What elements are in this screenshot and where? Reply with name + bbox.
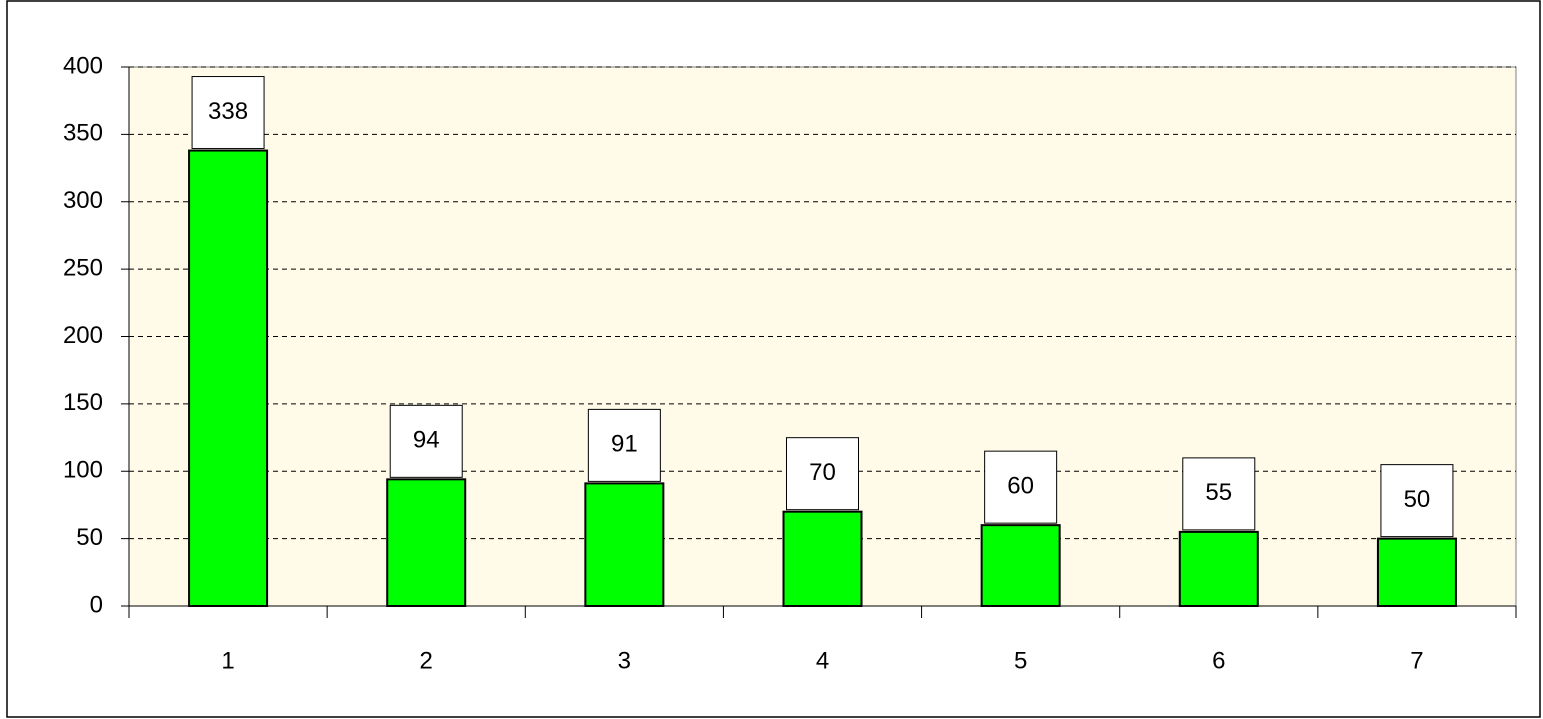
- y-tick-label: 100: [63, 457, 103, 484]
- data-label: 94: [413, 427, 440, 454]
- x-tick-label: 6: [1212, 647, 1225, 674]
- data-label-box: [1182, 457, 1256, 531]
- data-label-box: [786, 437, 859, 511]
- y-tick-label: 300: [63, 187, 103, 214]
- x-tick-label: 1: [221, 647, 234, 674]
- y-tick-label: 250: [63, 254, 103, 281]
- bar: [980, 524, 1061, 608]
- data-label-box: [1380, 464, 1454, 538]
- x-tick-label: 3: [618, 647, 631, 674]
- data-label: 50: [1404, 486, 1431, 513]
- data-label: 60: [1007, 472, 1034, 499]
- bar: [188, 149, 269, 607]
- data-label: 55: [1205, 479, 1232, 506]
- x-tick-label: 4: [816, 647, 829, 674]
- data-label: 70: [809, 459, 836, 486]
- data-label-box: [191, 76, 265, 150]
- data-label-box: [587, 408, 661, 482]
- data-label-box: [984, 450, 1058, 524]
- data-label-box: [389, 404, 463, 478]
- y-tick-label: 400: [63, 52, 103, 79]
- x-tick-label: 2: [420, 647, 433, 674]
- bar: [782, 510, 863, 607]
- data-label: 91: [611, 431, 638, 458]
- y-tick-label: 350: [63, 120, 103, 147]
- y-tick-label: 200: [63, 322, 103, 349]
- x-tick-label: 7: [1410, 647, 1423, 674]
- y-tick-label: 150: [63, 389, 103, 416]
- bar: [386, 478, 467, 607]
- x-tick-label: 5: [1014, 647, 1027, 674]
- y-tick-label: 50: [76, 524, 103, 551]
- bar: [584, 482, 665, 607]
- bar: [1376, 537, 1457, 607]
- data-label: 338: [208, 98, 248, 125]
- bar: [1178, 530, 1259, 608]
- y-tick-label: 0: [90, 591, 103, 618]
